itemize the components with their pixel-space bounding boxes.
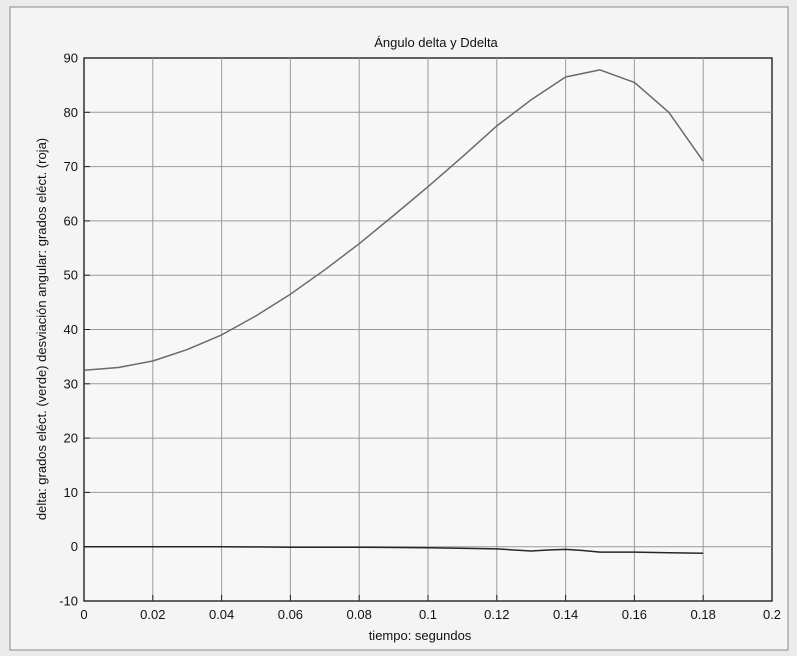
x-tick-label: 0.2: [763, 607, 781, 622]
y-tick-label: 70: [64, 159, 78, 174]
y-tick-label: 10: [64, 485, 78, 500]
grid: [84, 58, 772, 601]
ticks: [83, 57, 773, 602]
y-tick-label: 50: [64, 268, 78, 283]
series-line-1: [84, 545, 704, 554]
x-tick-label: 0.04: [209, 607, 234, 622]
y-tick-label: 80: [64, 105, 78, 120]
y-axis-label: delta: grados eléct. (verde) desviación …: [34, 138, 49, 520]
y-tick-label: 20: [64, 431, 78, 446]
chart-title: Ángulo delta y Ddelta: [374, 35, 498, 50]
x-tick-labels: 0 0.02 0.04 0.06 0.08 0.1 0.12 0.14 0.16 0.18 0.2: [80, 607, 781, 622]
x-tick-label: 0.18: [691, 607, 716, 622]
y-tick-label: -10: [59, 594, 78, 609]
y-tick-label: 40: [64, 322, 78, 337]
x-tick-label: 0.16: [622, 607, 647, 622]
y-tick-label: 0: [71, 539, 78, 554]
x-tick-label: 0.1: [419, 607, 437, 622]
y-tick-labels: -10 0 10 20 30 40 50 60 70 80 90: [59, 51, 78, 609]
x-tick-label: 0.06: [278, 607, 303, 622]
y-tick-label: 60: [64, 213, 78, 228]
x-tick-label: 0: [80, 607, 87, 622]
x-tick-label: 0.12: [484, 607, 509, 622]
series-line-0: [83, 69, 704, 371]
x-tick-label: 0.14: [553, 607, 578, 622]
x-axis-label: tiempo: segundos: [369, 628, 472, 643]
series-group: [83, 69, 704, 554]
x-tick-label: 0.08: [347, 607, 372, 622]
y-tick-label: 90: [64, 51, 78, 66]
x-tick-label: 0.02: [140, 607, 165, 622]
y-tick-label: 30: [64, 376, 78, 391]
